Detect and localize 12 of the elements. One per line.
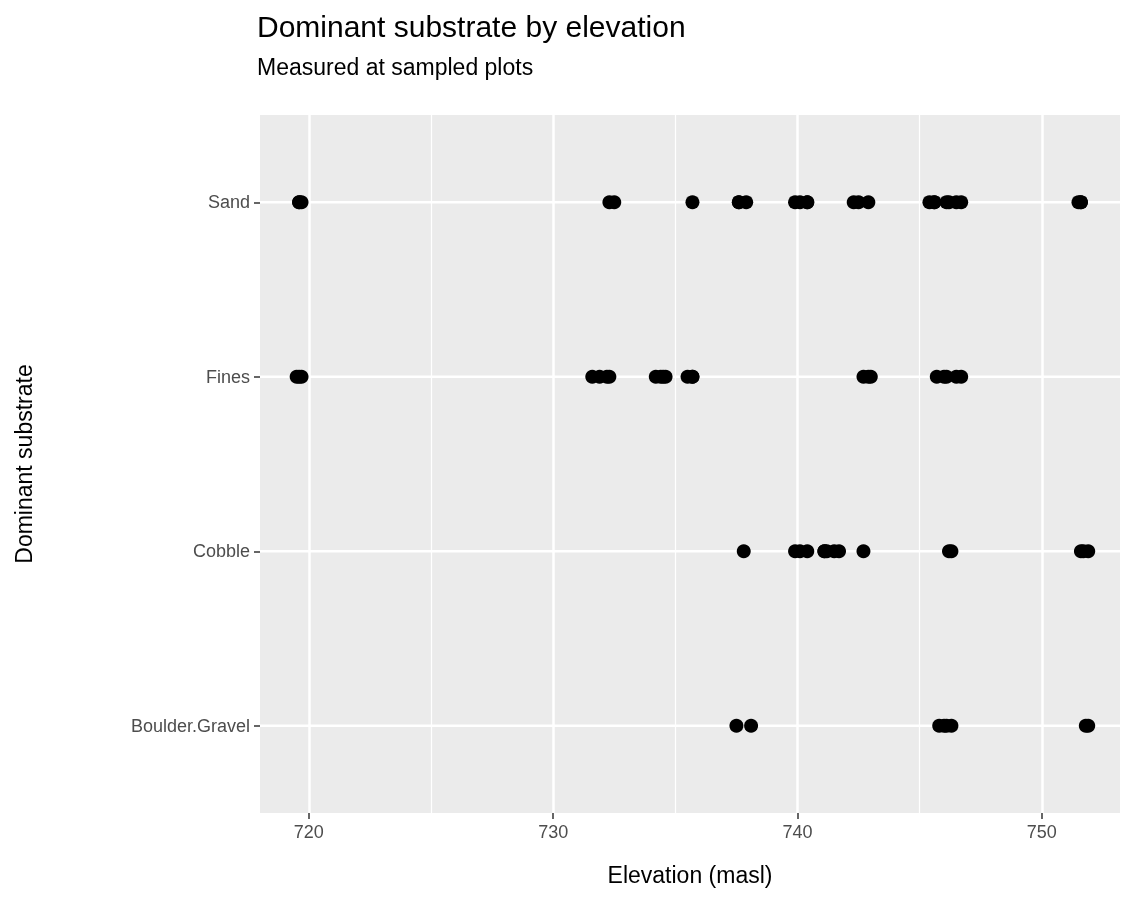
x-axis-title: Elevation (masl)	[607, 861, 773, 888]
y-axis-title: Dominant substrate	[10, 364, 37, 564]
x-tick-label: 740	[782, 822, 813, 842]
chart-title: Dominant substrate by elevation	[257, 9, 686, 43]
x-tick-label: 720	[293, 822, 324, 842]
y-tick-label: Cobble	[192, 541, 250, 562]
y-tick-label: Fines	[205, 366, 250, 387]
x-tick-label: 730	[538, 822, 569, 842]
y-tick-label: Sand	[207, 192, 250, 213]
y-tick-label: Boulder.Gravel	[130, 715, 250, 736]
x-tick-label: 750	[1026, 822, 1057, 842]
chart-subtitle: Measured at sampled plots	[257, 53, 534, 80]
